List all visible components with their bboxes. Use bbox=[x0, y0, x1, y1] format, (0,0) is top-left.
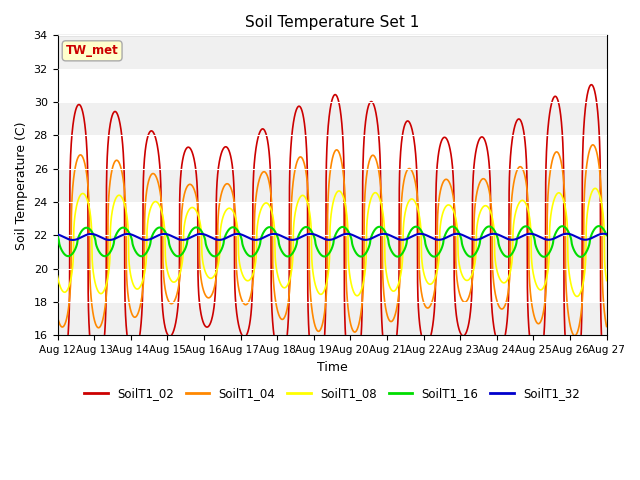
SoilT1_08 bbox=[573, 294, 581, 300]
SoilT1_02 bbox=[570, 384, 577, 389]
SoilT1_08 bbox=[120, 198, 127, 204]
SoilT1_16 bbox=[603, 232, 611, 238]
SoilT1_16 bbox=[54, 233, 61, 239]
Bar bbox=[58, 36, 607, 69]
SoilT1_02 bbox=[225, 146, 232, 152]
SoilT1_02 bbox=[477, 134, 485, 140]
SoilT1_08 bbox=[591, 185, 599, 191]
SoilT1_16 bbox=[119, 225, 127, 230]
SoilT1_16 bbox=[88, 229, 96, 235]
SoilT1_08 bbox=[119, 196, 127, 202]
SoilT1_04 bbox=[120, 179, 127, 185]
Bar bbox=[58, 235, 607, 269]
SoilT1_16 bbox=[225, 228, 232, 233]
SoilT1_02 bbox=[54, 360, 61, 366]
SoilT1_08 bbox=[225, 205, 232, 211]
Title: Soil Temperature Set 1: Soil Temperature Set 1 bbox=[245, 15, 419, 30]
SoilT1_02 bbox=[119, 144, 127, 149]
SoilT1_16 bbox=[433, 253, 441, 259]
X-axis label: Time: Time bbox=[317, 360, 348, 373]
SoilT1_08 bbox=[603, 277, 611, 283]
SoilT1_04 bbox=[88, 304, 96, 310]
SoilT1_32 bbox=[603, 231, 611, 237]
SoilT1_04 bbox=[477, 177, 485, 182]
SoilT1_16 bbox=[120, 225, 127, 230]
SoilT1_16 bbox=[477, 233, 485, 239]
SoilT1_08 bbox=[88, 256, 96, 262]
SoilT1_04 bbox=[603, 324, 611, 329]
Bar bbox=[58, 269, 607, 302]
SoilT1_32 bbox=[225, 234, 232, 240]
SoilT1_32 bbox=[54, 231, 61, 237]
SoilT1_02 bbox=[588, 82, 595, 87]
Text: TW_met: TW_met bbox=[66, 44, 118, 57]
Y-axis label: Soil Temperature (C): Soil Temperature (C) bbox=[15, 121, 28, 250]
SoilT1_32 bbox=[69, 237, 77, 243]
SoilT1_16 bbox=[577, 254, 584, 260]
Line: SoilT1_08: SoilT1_08 bbox=[58, 188, 607, 297]
SoilT1_16 bbox=[595, 223, 603, 229]
SoilT1_02 bbox=[88, 356, 96, 361]
SoilT1_32 bbox=[88, 231, 96, 237]
SoilT1_32 bbox=[600, 231, 607, 237]
SoilT1_08 bbox=[433, 269, 441, 275]
SoilT1_08 bbox=[477, 206, 485, 212]
SoilT1_04 bbox=[571, 333, 579, 338]
SoilT1_32 bbox=[478, 235, 486, 241]
SoilT1_32 bbox=[433, 237, 441, 242]
SoilT1_32 bbox=[120, 232, 127, 238]
SoilT1_02 bbox=[433, 168, 441, 173]
SoilT1_02 bbox=[603, 381, 611, 387]
Bar bbox=[58, 102, 607, 135]
SoilT1_08 bbox=[54, 273, 61, 279]
Bar bbox=[58, 168, 607, 202]
SoilT1_04 bbox=[433, 266, 441, 272]
SoilT1_04 bbox=[225, 181, 232, 187]
Legend: SoilT1_02, SoilT1_04, SoilT1_08, SoilT1_16, SoilT1_32: SoilT1_02, SoilT1_04, SoilT1_08, SoilT1_… bbox=[79, 382, 585, 404]
Bar bbox=[58, 302, 607, 336]
Bar bbox=[58, 202, 607, 235]
SoilT1_04 bbox=[589, 142, 596, 148]
Line: SoilT1_32: SoilT1_32 bbox=[58, 234, 607, 240]
Line: SoilT1_02: SoilT1_02 bbox=[58, 84, 607, 386]
SoilT1_04 bbox=[54, 314, 61, 320]
Bar bbox=[58, 69, 607, 102]
Line: SoilT1_04: SoilT1_04 bbox=[58, 145, 607, 336]
SoilT1_02 bbox=[120, 155, 127, 161]
SoilT1_04 bbox=[119, 174, 127, 180]
SoilT1_32 bbox=[119, 232, 127, 238]
Line: SoilT1_16: SoilT1_16 bbox=[58, 226, 607, 257]
Bar bbox=[58, 135, 607, 168]
